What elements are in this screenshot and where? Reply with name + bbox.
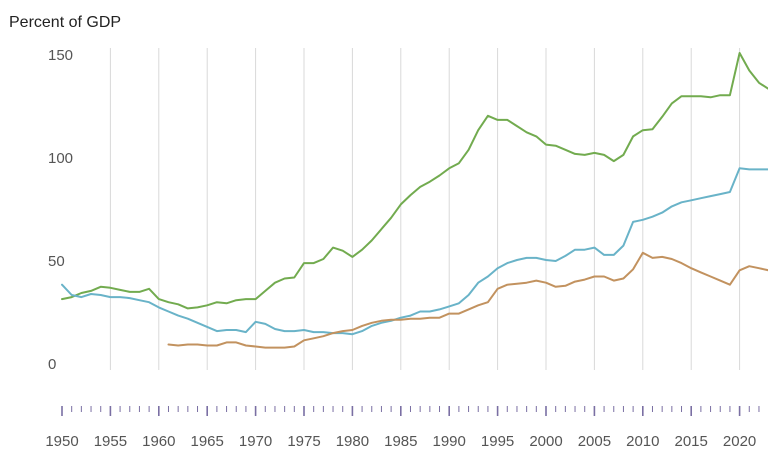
y-tick-label-50: 50 bbox=[48, 253, 65, 270]
x-tick-label-2010: 2010 bbox=[626, 433, 659, 450]
y-axis-label: Percent of GDP bbox=[9, 14, 121, 31]
y-tick-label-150: 150 bbox=[48, 47, 73, 64]
x-tick-label-2000: 2000 bbox=[529, 433, 562, 450]
x-tick-label-1985: 1985 bbox=[384, 433, 417, 450]
x-tick-label-1975: 1975 bbox=[287, 433, 320, 450]
x-tick-label-1955: 1955 bbox=[94, 433, 127, 450]
x-tick-label-1970: 1970 bbox=[239, 433, 272, 450]
y-axis-ticks: 0 50 100 150 bbox=[48, 47, 73, 373]
series-line-1 bbox=[61, 52, 768, 310]
x-tick-label-2020: 2020 bbox=[723, 433, 756, 450]
y-tick-label-100: 100 bbox=[48, 150, 73, 167]
series-line-2 bbox=[61, 167, 768, 336]
x-tick-label-1995: 1995 bbox=[481, 433, 514, 450]
series-line-3 bbox=[167, 251, 768, 349]
x-tick-label-1980: 1980 bbox=[336, 433, 369, 450]
x-tick-label-1950: 1950 bbox=[45, 433, 78, 450]
x-axis: 1950 1955 1960 1965 1970 1975 1980 1985 1990 1995… bbox=[45, 406, 760, 450]
series-lines bbox=[61, 52, 768, 349]
y-tick-label-0: 0 bbox=[48, 356, 56, 373]
x-tick-label-2005: 2005 bbox=[578, 433, 611, 450]
x-tick-label-1990: 1990 bbox=[433, 433, 466, 450]
x-tick-label-1960: 1960 bbox=[142, 433, 175, 450]
gridlines bbox=[109, 48, 741, 370]
x-tick-label-2015: 2015 bbox=[675, 433, 708, 450]
x-tick-label-1965: 1965 bbox=[191, 433, 224, 450]
